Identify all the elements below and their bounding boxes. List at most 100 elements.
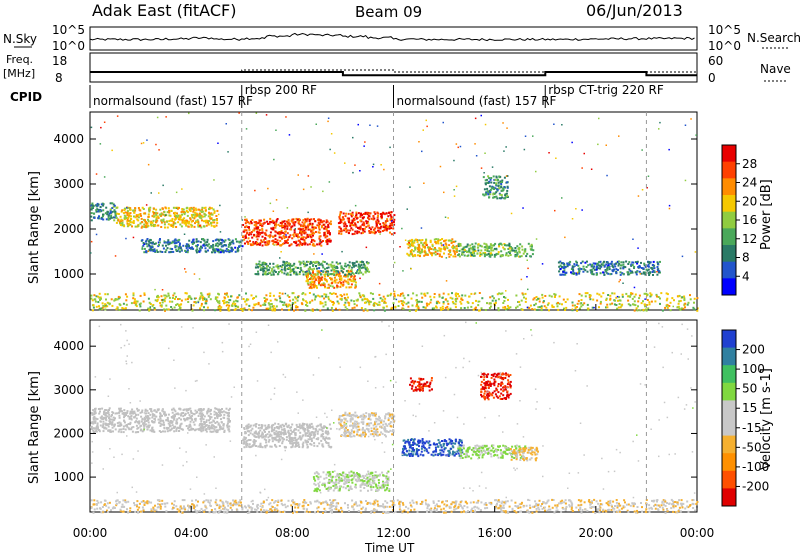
scatter-cell <box>208 426 211 429</box>
scatter-cell <box>420 292 423 295</box>
scatter-cell <box>182 218 185 221</box>
scatter-cell <box>453 159 455 162</box>
scatter-cell <box>269 292 272 295</box>
scatter-cell <box>142 429 145 432</box>
scatter-cell <box>461 299 464 301</box>
scatter-cell <box>206 293 209 296</box>
scatter-cell <box>562 298 565 301</box>
scatter-cell <box>603 273 606 276</box>
scatter-cell <box>189 217 192 220</box>
scatter-cell <box>168 423 171 426</box>
scatter-cell <box>216 219 218 222</box>
scatter-cell <box>120 218 123 221</box>
scatter-cell <box>225 305 228 307</box>
scatter-cell <box>247 243 250 245</box>
scatter-cell <box>299 431 302 434</box>
scatter-cell <box>150 408 153 411</box>
scatter-cell <box>438 247 441 250</box>
scatter-cell <box>488 302 491 305</box>
scatter-cell <box>418 239 420 241</box>
scatter-cell <box>474 292 477 295</box>
scatter-cell <box>242 298 245 300</box>
scatter-cell <box>140 226 143 229</box>
scatter-cell <box>180 211 183 214</box>
scatter-cell <box>484 193 487 195</box>
scatter-cell <box>152 304 155 306</box>
scatter-cell <box>325 227 328 230</box>
scatter-cell <box>528 306 531 309</box>
scatter-cell <box>200 217 203 220</box>
scatter-cell <box>176 412 179 415</box>
scatter-cell <box>239 244 242 247</box>
scatter-cell <box>487 193 490 196</box>
scatter-cell <box>110 215 113 217</box>
scatter-cell <box>534 302 537 305</box>
scatter-cell <box>156 298 159 301</box>
scatter-cell <box>183 220 186 222</box>
scatter-cell <box>431 243 434 246</box>
scatter-cell <box>168 251 171 254</box>
scatter-cell <box>274 238 277 241</box>
scatter-cell <box>271 267 274 270</box>
scatter-cell <box>595 268 598 271</box>
scatter-cell <box>625 292 628 295</box>
freq-right-tick-bottom: 0 <box>708 71 716 85</box>
scatter-cell <box>176 212 178 215</box>
scatter-cell <box>607 266 610 269</box>
scatter-cell <box>566 298 569 301</box>
scatter-cell <box>121 412 124 415</box>
scatter-cell <box>276 273 279 276</box>
scatter-cell <box>359 277 361 280</box>
scatter-cell <box>148 240 151 243</box>
scatter-cell <box>205 219 208 222</box>
scatter-cell <box>171 408 173 411</box>
scatter-cell <box>114 212 117 215</box>
scatter-cell <box>201 412 204 415</box>
velocity-data <box>90 320 699 514</box>
scatter-cell <box>191 418 194 421</box>
scatter-cell <box>217 142 219 144</box>
scatter-cell <box>392 227 395 230</box>
scatter-cell <box>227 420 230 423</box>
scatter-cell <box>575 264 578 266</box>
scatter-cell <box>302 298 304 301</box>
scatter-cell <box>302 188 305 191</box>
scatter-cell <box>185 224 188 226</box>
scatter-cell <box>309 222 311 225</box>
scatter-cell <box>310 440 313 442</box>
scatter-cell <box>256 235 258 238</box>
scatter-cell <box>470 251 472 254</box>
scatter-cell <box>390 307 393 310</box>
scatter-cell <box>117 219 120 222</box>
scatter-cell <box>113 425 116 428</box>
scatter-cell <box>314 428 317 430</box>
scatter-cell <box>124 424 127 427</box>
scatter-cell <box>332 292 335 295</box>
scatter-cell <box>353 303 356 306</box>
scatter-cell <box>178 427 181 430</box>
scatter-cell <box>484 309 487 311</box>
scatter-cell <box>228 304 231 307</box>
scatter-cell <box>481 297 484 300</box>
scatter-cell <box>268 240 271 243</box>
scatter-cell <box>391 224 394 227</box>
scatter-cell <box>558 270 561 273</box>
scatter-cell <box>490 181 493 184</box>
scatter-cell <box>303 223 306 226</box>
scatter-cell <box>649 261 652 264</box>
scatter-cell <box>311 426 314 429</box>
scatter-cell <box>318 228 321 231</box>
scatter-cell <box>591 263 594 266</box>
scatter-cell <box>177 217 180 220</box>
scatter-cell <box>608 268 611 271</box>
scatter-cell <box>506 127 508 129</box>
scatter-cell <box>274 222 277 225</box>
scatter-cell <box>516 305 519 308</box>
scatter-cell <box>353 280 356 283</box>
scatter-cell <box>488 245 491 248</box>
scatter-cell <box>212 430 215 433</box>
scatter-cell <box>333 270 336 273</box>
colorbar-tick-label: 4 <box>742 269 750 283</box>
scatter-cell <box>353 219 356 221</box>
